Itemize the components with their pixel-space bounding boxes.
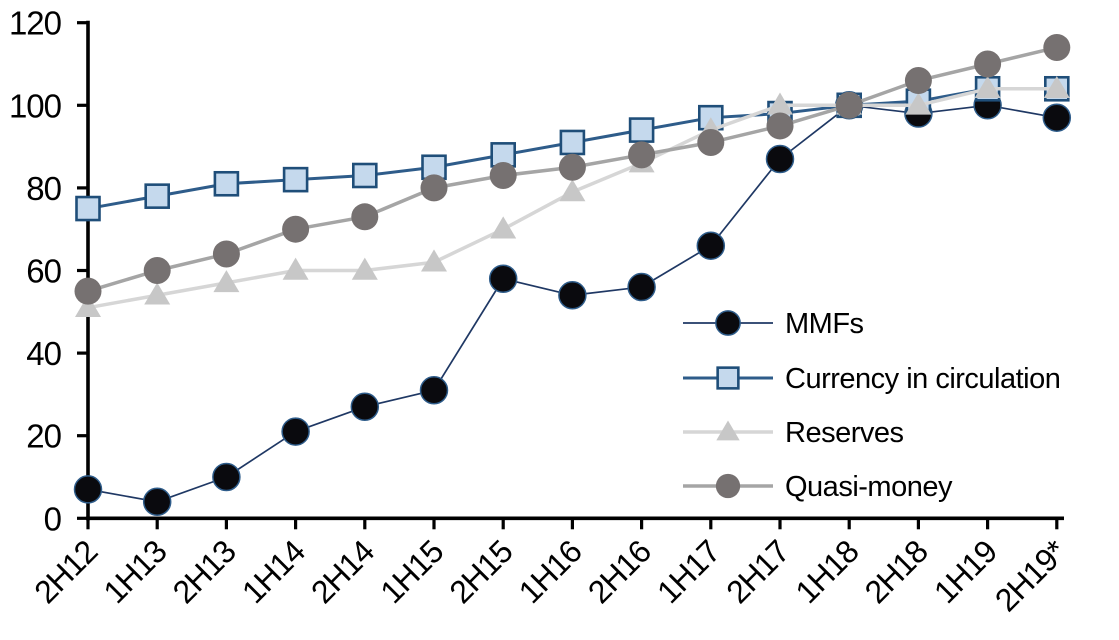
legend-label-currency-in-circulation: Currency in circulation: [785, 363, 1060, 395]
legend-label-reserves: Reserves: [785, 417, 904, 449]
marker-reserves: [490, 216, 517, 239]
marker-currency-in-circulation: [75, 195, 101, 222]
y-tick-label: 80: [26, 170, 61, 207]
marker-mmfs: [1042, 103, 1072, 132]
marker-quasi-money: [489, 162, 517, 190]
legend-marker-reserves: [716, 420, 740, 441]
x-tick-label: 2H15: [442, 533, 519, 610]
marker-quasi-money: [420, 174, 448, 202]
legend-item-quasi-money: Quasi-money: [683, 471, 953, 503]
y-tick-label: 0: [44, 500, 62, 537]
marker-mmfs: [488, 264, 518, 294]
marker-mmfs: [73, 475, 103, 504]
marker-currency-in-circulation: [351, 162, 378, 189]
marker-quasi-money: [697, 128, 725, 156]
legend: MMFs Currency in circulation Reserves Quasi…: [683, 308, 1061, 503]
x-tick-label: 1H15: [373, 533, 450, 610]
legend-item-currency-in-circulation: Currency in circulation: [683, 363, 1061, 395]
marker-reserves: [559, 179, 586, 202]
marker-quasi-money: [628, 141, 656, 169]
marker-reserves: [282, 257, 309, 280]
marker-quasi-money: [904, 67, 932, 95]
marker-reserves: [421, 249, 447, 272]
marker-reserves: [213, 270, 240, 293]
x-tick-label: 1H19: [927, 533, 1004, 610]
y-tick-label: 120: [9, 5, 62, 42]
x-tick-label: 2H16: [581, 533, 658, 610]
marker-reserves: [974, 75, 1001, 99]
marker-quasi-money: [282, 215, 310, 243]
marker-quasi-money: [835, 91, 863, 119]
marker-mmfs: [765, 144, 795, 174]
legend-item-mmfs: MMFs: [683, 308, 864, 340]
legend-item-reserves: Reserves: [683, 417, 904, 449]
marker-quasi-money: [974, 50, 1002, 78]
legend-marker-currency-in-circulation: [716, 366, 740, 390]
marker-quasi-money: [212, 240, 240, 268]
marker-mmfs: [281, 417, 310, 446]
marker-currency-in-circulation: [628, 117, 655, 143]
marker-quasi-money: [143, 257, 171, 284]
marker-reserves: [351, 257, 378, 280]
y-tick-label: 60: [26, 253, 61, 290]
marker-mmfs: [696, 231, 726, 260]
marker-currency-in-circulation: [282, 166, 309, 193]
x-tick-label: 1H17: [650, 533, 727, 610]
marker-mmfs: [419, 376, 449, 405]
y-tick-label: 40: [26, 335, 61, 372]
marker-reserves: [767, 92, 793, 115]
marker-quasi-money: [74, 277, 102, 305]
marker-quasi-money: [351, 203, 379, 231]
x-tick-label: 2H18: [858, 533, 935, 610]
x-tick-label: 1H16: [512, 533, 589, 610]
legend-label-mmfs: MMFs: [785, 308, 864, 340]
marker-mmfs: [627, 272, 656, 302]
marker-quasi-money: [766, 112, 794, 140]
x-tick-label: 2H14: [304, 533, 381, 610]
x-tick-label: 1H14: [235, 533, 312, 610]
x-tick-label: 2H17: [719, 533, 796, 610]
x-tick-label: 2H19*: [988, 533, 1073, 618]
x-tick-label: 2H12: [27, 533, 104, 610]
legend-label-quasi-money: Quasi-money: [785, 471, 953, 503]
marker-mmfs: [212, 462, 241, 492]
marker-reserves: [75, 294, 101, 317]
marker-reserves: [1043, 75, 1070, 99]
legend-marker-mmfs: [715, 310, 741, 336]
marker-currency-in-circulation: [144, 183, 170, 209]
marker-currency-in-circulation: [213, 170, 240, 197]
marker-currency-in-circulation: [559, 129, 586, 156]
legend-marker-quasi-money: [715, 473, 741, 499]
y-tick-label: 20: [26, 418, 61, 455]
x-tick-label: 2H13: [166, 533, 243, 610]
marker-mmfs: [142, 487, 172, 517]
marker-mmfs: [558, 281, 587, 310]
y-tick-label: 100: [9, 87, 62, 124]
marker-quasi-money: [558, 153, 586, 181]
x-tick-label: 1H18: [788, 533, 865, 610]
marker-quasi-money: [1043, 33, 1071, 61]
series-quasi-money: [74, 33, 1071, 305]
marker-mmfs: [350, 392, 380, 422]
marker-reserves: [144, 282, 171, 305]
x-tick-label: 1H13: [96, 533, 173, 610]
marker-reserves: [905, 92, 932, 115]
